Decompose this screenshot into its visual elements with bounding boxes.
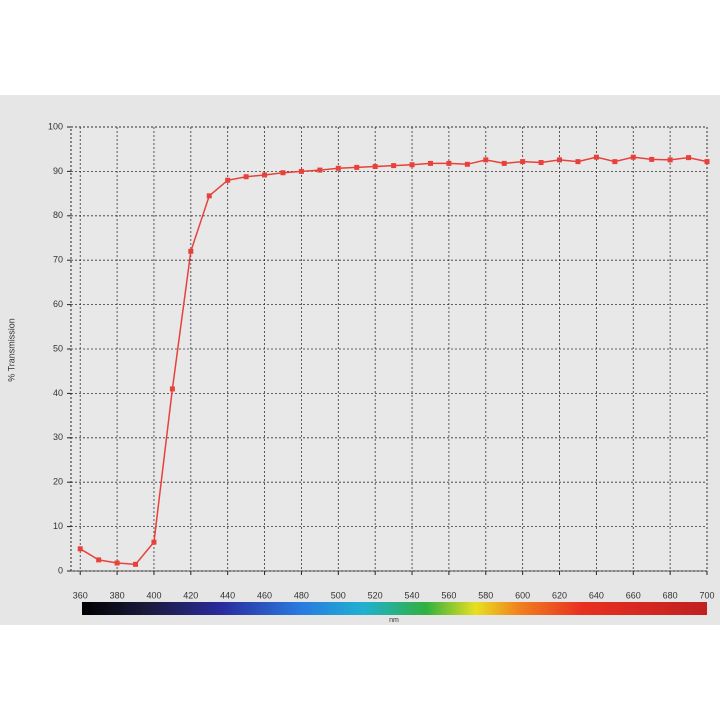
x-tick-label: 400 [146, 590, 161, 600]
point [114, 560, 120, 566]
y-tick-label: 50 [53, 343, 63, 353]
point [501, 160, 507, 166]
point [335, 165, 341, 171]
x-tick-label: 660 [626, 590, 641, 600]
x-tick-label: 540 [405, 590, 420, 600]
point [169, 386, 175, 392]
y-tick-label: 100 [48, 121, 63, 131]
point [317, 167, 323, 173]
x-tick-label: 440 [220, 590, 235, 600]
point [612, 159, 618, 165]
x-tick-label: 700 [699, 590, 714, 600]
point [446, 160, 452, 166]
x-tick-label: 580 [478, 590, 493, 600]
y-tick-label: 60 [53, 299, 63, 309]
x-tick-label: 420 [183, 590, 198, 600]
point [704, 159, 710, 165]
y-tick-label: 0 [58, 565, 63, 575]
point [298, 168, 304, 174]
point [96, 557, 102, 563]
x-tick-label: 640 [589, 590, 604, 600]
spectrum-bar [82, 602, 707, 615]
point [667, 157, 673, 163]
point [538, 160, 544, 166]
point [133, 561, 139, 567]
y-tick-label: 80 [53, 210, 63, 220]
point [391, 163, 397, 169]
point [575, 159, 581, 165]
point [427, 160, 433, 166]
x-tick-label: 460 [257, 590, 272, 600]
point [593, 154, 599, 160]
point [649, 156, 655, 162]
x-tick-label: 560 [441, 590, 456, 600]
point [630, 154, 636, 160]
point [225, 177, 231, 183]
x-tick-label: 380 [110, 590, 125, 600]
point [206, 193, 212, 199]
point [686, 155, 692, 161]
point [483, 157, 489, 163]
point [151, 539, 157, 545]
x-axis-label: nm [389, 617, 399, 624]
point [280, 170, 286, 176]
x-tick-label: 600 [515, 590, 530, 600]
y-tick-label: 10 [53, 521, 63, 531]
y-tick-label: 20 [53, 477, 63, 487]
point [520, 159, 526, 165]
point [464, 161, 470, 167]
y-tick-label: 70 [53, 255, 63, 265]
point [409, 162, 415, 168]
y-tick-label: 90 [53, 166, 63, 176]
point [354, 164, 360, 170]
point [372, 164, 378, 170]
x-tick-label: 680 [663, 590, 678, 600]
point [188, 248, 194, 254]
x-tick-label: 520 [368, 590, 383, 600]
x-tick-label: 360 [73, 590, 88, 600]
y-tick-label: 40 [53, 388, 63, 398]
point [77, 546, 83, 552]
x-tick-label: 500 [331, 590, 346, 600]
x-tick-label: 620 [552, 590, 567, 600]
point [243, 174, 249, 180]
point [262, 172, 268, 178]
y-axis-label: % Transmission [6, 318, 16, 382]
point [557, 157, 563, 163]
y-tick-label: 30 [53, 432, 63, 442]
x-tick-label: 480 [294, 590, 309, 600]
